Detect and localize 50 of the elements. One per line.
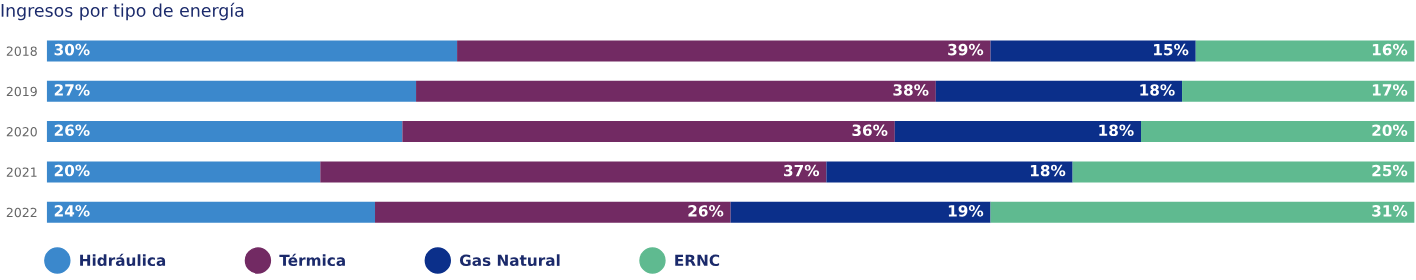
data-label: 18% <box>1030 164 1066 177</box>
y-tick-label: 2019 <box>6 86 37 97</box>
bar <box>935 80 1183 102</box>
y-tick-label: 2022 <box>6 207 37 218</box>
bar <box>46 40 458 62</box>
bar <box>46 121 403 143</box>
bar <box>46 161 321 183</box>
data-label: 31% <box>1372 205 1408 217</box>
data-label: 30% <box>54 43 90 56</box>
data-label: 24% <box>54 205 90 217</box>
legend-label: Hidráulica <box>80 253 166 267</box>
bar <box>1182 80 1415 102</box>
data-label: 17% <box>1372 84 1408 96</box>
data-label: 37% <box>784 164 820 177</box>
data-label: 36% <box>852 124 888 137</box>
bar <box>894 121 1142 143</box>
data-label: 16% <box>1372 43 1408 56</box>
y-tick-label: 2018 <box>6 46 37 56</box>
bar <box>416 80 936 102</box>
data-label: 27% <box>54 84 90 96</box>
bar <box>1141 121 1415 143</box>
bar <box>1072 161 1415 183</box>
data-label: 38% <box>893 84 929 96</box>
legend-label: Gas Natural <box>459 254 560 267</box>
data-label: 18% <box>1140 84 1175 96</box>
bar <box>826 161 1073 183</box>
data-label: 18% <box>1099 124 1134 137</box>
data-label: 15% <box>1154 43 1189 56</box>
legend-label: Térmica <box>279 253 345 267</box>
data-label: 19% <box>948 205 984 217</box>
bar <box>46 80 417 102</box>
legend-label: ERNC <box>675 254 720 267</box>
data-label: 26% <box>688 205 724 217</box>
data-label: 20% <box>1372 124 1408 137</box>
bar <box>320 161 827 183</box>
y-tick-label: 2021 <box>6 167 37 177</box>
data-label: 39% <box>948 43 984 56</box>
chart-title: Ingresos por tipo de energía <box>1 2 244 21</box>
data-label: 20% <box>54 164 90 177</box>
bar <box>990 201 1415 223</box>
bar <box>730 201 991 223</box>
data-label: 26% <box>54 124 90 137</box>
bar <box>46 201 376 223</box>
y-tick-label: 2020 <box>6 127 37 137</box>
bar <box>402 121 895 143</box>
bar <box>990 40 1196 62</box>
bar <box>375 201 731 223</box>
data-label: 25% <box>1372 164 1408 177</box>
bar <box>1195 40 1415 62</box>
bar <box>457 40 991 62</box>
